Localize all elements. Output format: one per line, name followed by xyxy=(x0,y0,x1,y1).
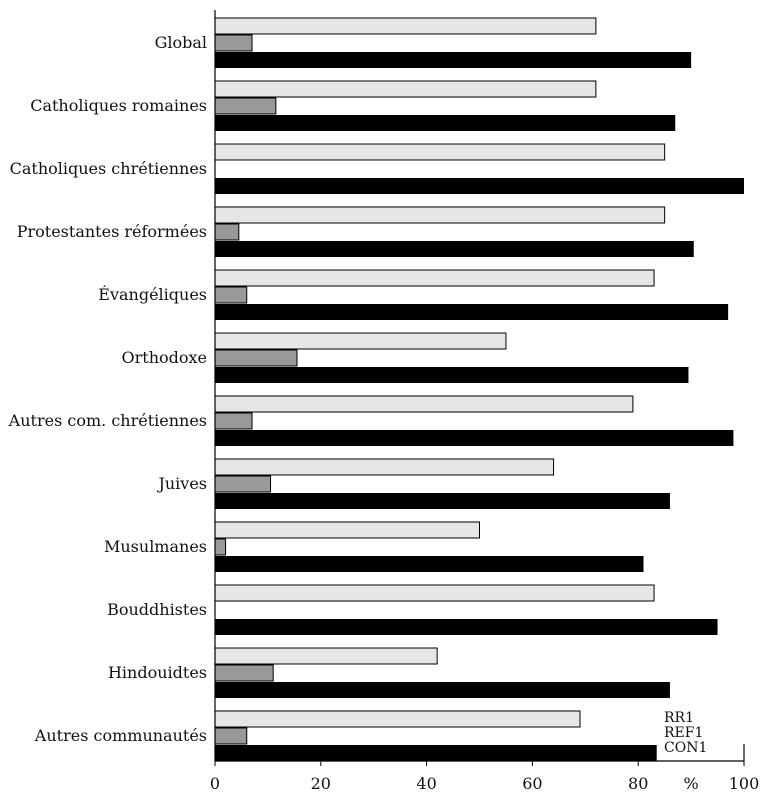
bar-con1-5 xyxy=(215,367,689,383)
x-tick-label: % xyxy=(683,774,698,793)
bar-rr1-3 xyxy=(214,206,666,224)
category-label: Musulmanes xyxy=(104,537,207,556)
axes-group: 0 20 40 60 80% 100 xyxy=(210,10,759,793)
bar-rr1-7 xyxy=(214,458,555,476)
category-label: Catholiques chrétiennes xyxy=(10,159,207,178)
category-label: Orthodoxe xyxy=(122,348,208,367)
bar-ref1-8 xyxy=(214,538,227,556)
bar-con1-3 xyxy=(215,241,694,257)
bar-ref1-6 xyxy=(214,412,253,430)
x-tick-label: 40 xyxy=(416,774,436,793)
bar-rr1-6 xyxy=(214,395,634,413)
bar-con1-10 xyxy=(215,682,670,698)
category-label: Autres communautés xyxy=(34,726,207,745)
x-tick-label: 100 xyxy=(729,774,760,793)
bar-ref1-1 xyxy=(214,97,277,115)
category-labels: Global Catholiques romaines Catholiques ch… xyxy=(8,33,207,745)
category-label: Juives xyxy=(156,474,207,493)
x-tick-label: 20 xyxy=(311,774,331,793)
legend-item-rr1: RR1 xyxy=(664,710,694,726)
category-label: Protestantes réformées xyxy=(17,222,207,241)
category-label: Bouddhistes xyxy=(107,600,207,619)
x-tick-label: 80 xyxy=(628,774,648,793)
bar-rr1-8 xyxy=(214,521,480,539)
bar-con1-1 xyxy=(215,115,676,131)
bar-rr1-4 xyxy=(214,269,655,287)
category-label: Hindouidtes xyxy=(108,663,207,682)
category-label: Global xyxy=(155,33,207,52)
category-label: Catholiques romaines xyxy=(30,96,207,115)
bar-rr1-9 xyxy=(214,584,655,602)
bar-con1-0 xyxy=(215,52,692,68)
bar-ref1-5 xyxy=(214,349,298,367)
category-label: Autres com. chrétiennes xyxy=(8,411,207,430)
bar-ref1-3 xyxy=(214,223,240,241)
bar-con1-8 xyxy=(215,556,644,572)
bar-rr1-2 xyxy=(214,143,666,161)
bar-rr1-0 xyxy=(214,17,597,35)
category-label: Évangéliques xyxy=(98,284,207,304)
bar-con1-11 xyxy=(215,745,657,761)
bar-rr1-11 xyxy=(214,710,581,728)
bar-rr1-5 xyxy=(214,332,507,350)
x-tick-label: 0 xyxy=(210,774,220,793)
bar-ref1-11 xyxy=(214,727,248,745)
bar-rr1-1 xyxy=(214,80,597,98)
bar-ref1-4 xyxy=(214,286,248,304)
legend-item-con1: CON1 xyxy=(664,740,707,756)
bar-con1-6 xyxy=(215,430,734,446)
legend-item-ref1: REF1 xyxy=(664,725,703,741)
bar-con1-9 xyxy=(215,619,718,635)
bar-ref1-7 xyxy=(214,475,272,493)
bar-ref1-0 xyxy=(214,34,253,52)
bar-rr1-10 xyxy=(214,647,438,665)
bar-ref1-10 xyxy=(214,664,274,682)
x-tick-label: 60 xyxy=(522,774,542,793)
bar-con1-2 xyxy=(215,178,744,194)
bar-con1-7 xyxy=(215,493,670,509)
bars-group xyxy=(214,17,744,761)
bar-con1-4 xyxy=(215,304,729,320)
